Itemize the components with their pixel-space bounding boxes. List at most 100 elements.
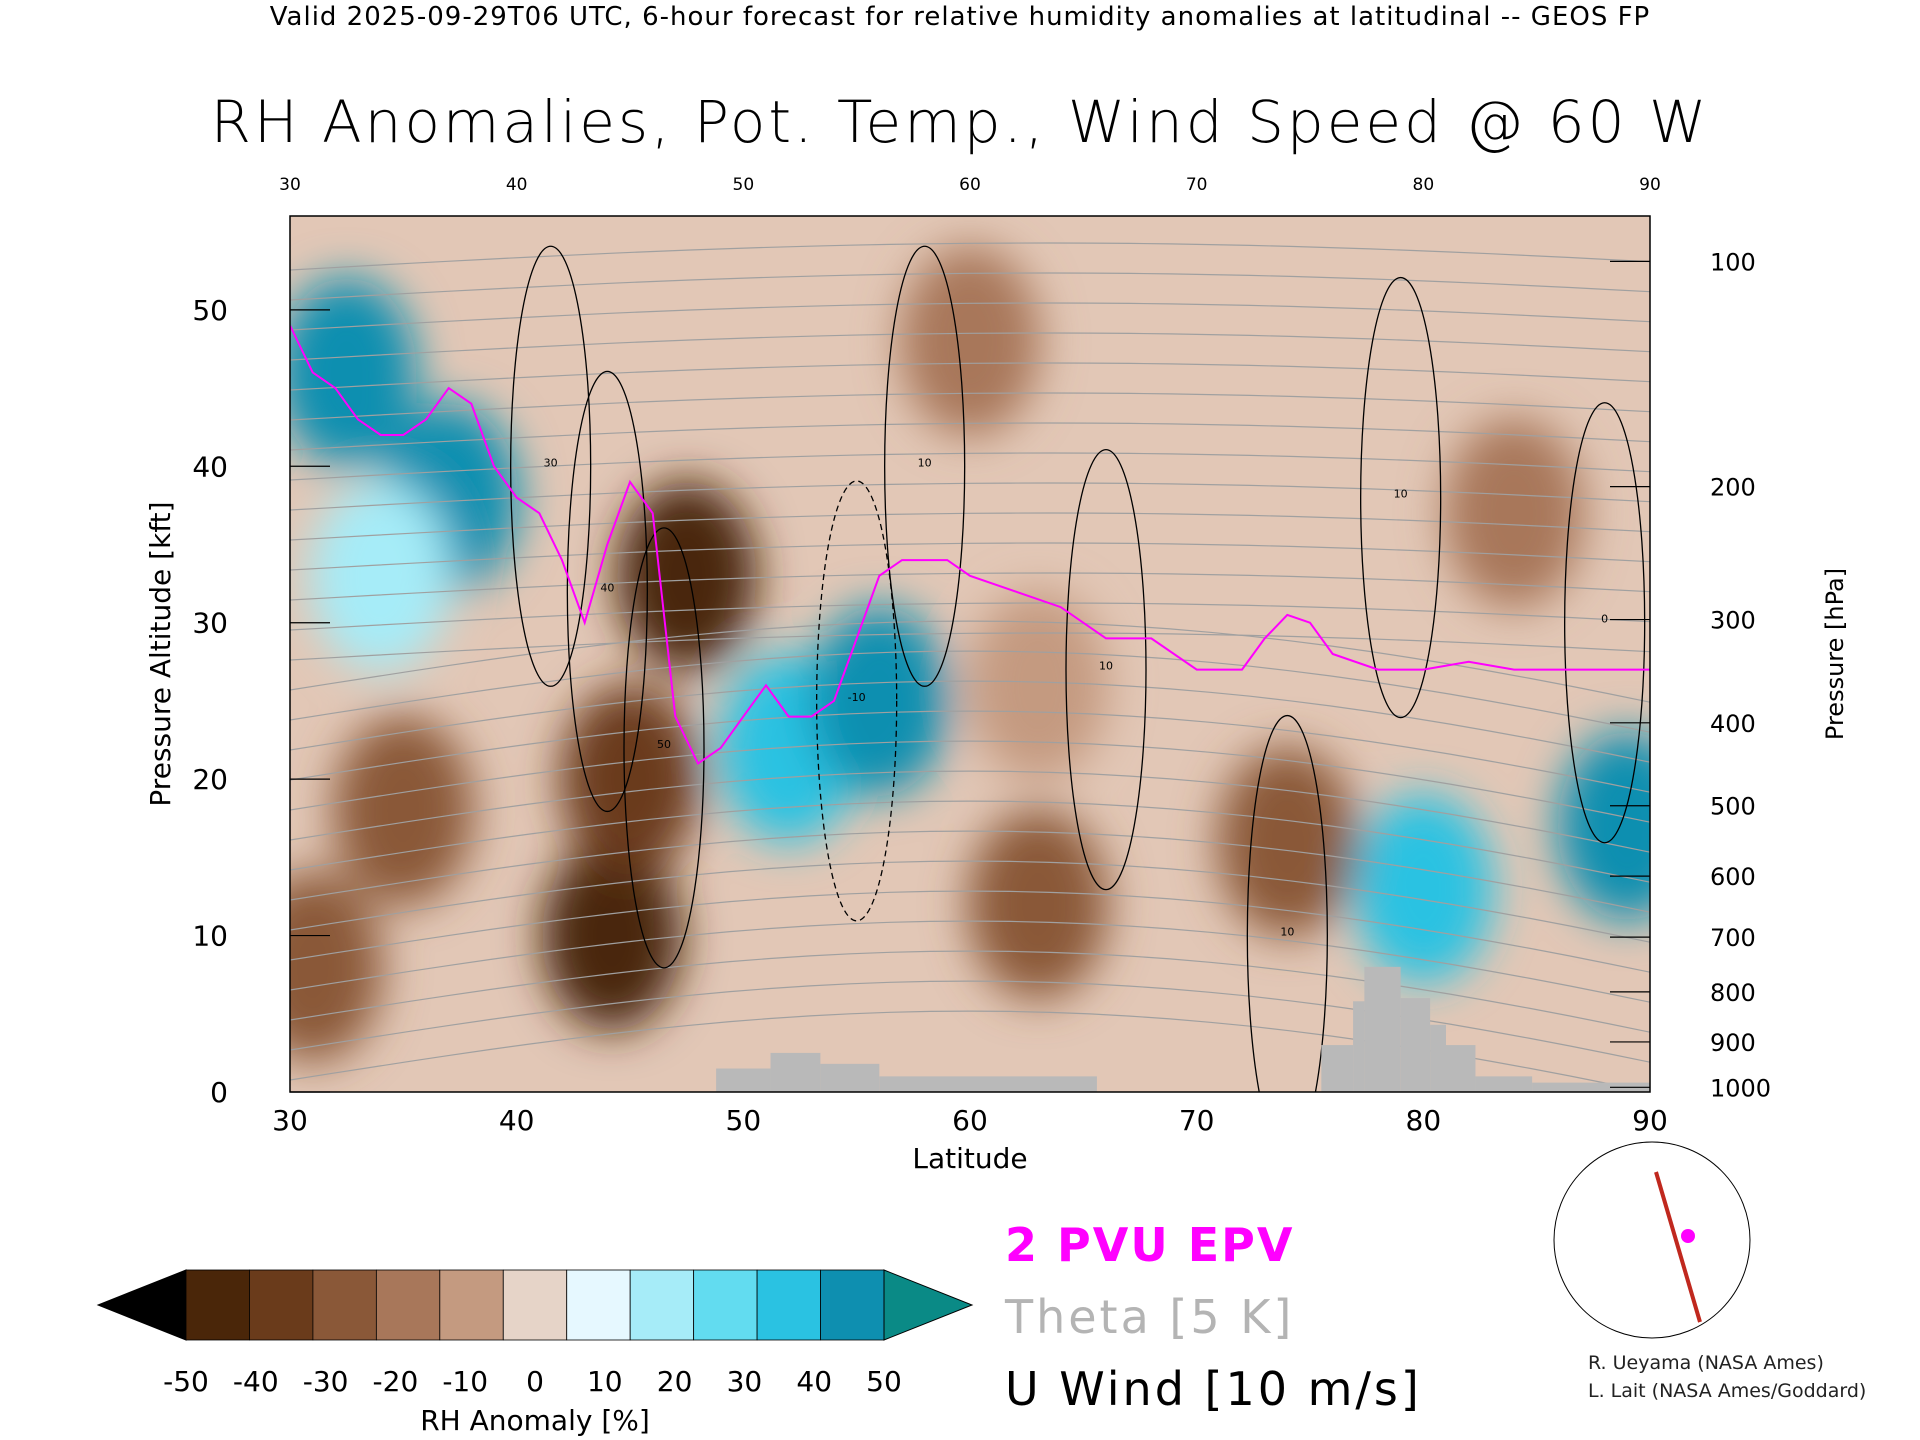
colorbar-tick-label: 40 [796,1365,832,1398]
rh-feature-9 [809,605,950,796]
x-tick-label: 50 [726,1104,762,1137]
terrain-block-7 [1400,998,1431,1092]
rh-feature-11 [968,590,1108,781]
theta-line [290,542,1650,571]
theta-line [290,680,1650,763]
colorbar-swatch-3 [375,1269,441,1341]
credit-1: R. Ueyama (NASA Ames) [1588,1352,1824,1374]
rh-feature-15 [900,246,1040,437]
theta-line [290,710,1650,793]
terrain-block-6 [1364,966,1401,1092]
u-wind-contour-4 [1065,448,1147,891]
x-top-tick-label: 90 [1639,175,1661,195]
colorbar-swatch-5 [502,1269,568,1341]
u-wind-contour-2 [623,527,705,969]
x-tick-label: 30 [272,1104,308,1137]
colorbar-tick-label: 20 [657,1365,693,1398]
terrain-block-9 [1446,1045,1476,1092]
y-tick-label: 30 [192,607,228,640]
u-wind-label-5: 10 [1394,488,1408,501]
rh-feature-16 [1444,418,1584,609]
u-wind-label-2: 50 [657,738,671,751]
x-top-tick-label: 30 [279,175,301,195]
rh-feature-7 [616,480,757,671]
rh-feature-14 [1557,731,1650,922]
y-tick-label: 0 [210,1076,228,1109]
theta-line [290,632,1650,661]
theta-line [290,242,1650,271]
u-wind-label-8: -10 [848,691,866,704]
terrain-block-2 [820,1063,880,1092]
credit-2: L. Lait (NASA Ames/Goddard) [1588,1380,1867,1402]
section-marker [1681,1229,1695,1243]
epv-2pvu-line [290,325,1650,765]
u-wind-contour-0 [510,245,592,687]
x-tick-label: 40 [499,1104,535,1137]
terrain-block-5 [1353,1001,1365,1092]
x-tick-label: 80 [1406,1104,1442,1137]
u-wind-contour-3 [884,245,966,687]
theta-line [290,890,1650,973]
y-tick-label: 10 [192,920,228,953]
y-tick-label: 20 [192,763,228,796]
theta-line [290,860,1650,943]
colorbar-swatch-7 [629,1269,695,1341]
x-top-tick-label: 60 [959,175,981,195]
pressure-tick-label: 800 [1710,979,1756,1007]
colorbar-swatch-2 [312,1269,377,1341]
pressure-tick-label: 600 [1710,863,1756,891]
legend-theta: Theta [5 K] [1005,1290,1295,1344]
pressure-tick-label: 900 [1710,1029,1756,1057]
theta-line [290,302,1650,331]
x-top-tick-label: 40 [506,175,528,195]
y-tick-label: 40 [192,450,228,483]
u-wind-contour-8 [816,480,898,922]
theta-line [290,620,1650,703]
theta-line [290,920,1650,1003]
theta-line [290,362,1650,391]
x-tick-label: 90 [1632,1104,1668,1137]
u-wind-label-0: 30 [544,456,558,469]
colorbar-tick-label: -40 [233,1365,279,1398]
u-wind-contour-7 [1564,402,1646,844]
u-wind-contour-5 [1360,276,1442,719]
terrain-block-4 [1321,1045,1354,1092]
rh-feature-3 [333,715,474,906]
u-wind-label-7: 0 [1601,613,1608,626]
colorbar-tick-label: -30 [303,1365,349,1398]
pressure-tick-label: 400 [1710,710,1756,738]
pressure-tick-label: 100 [1710,248,1756,276]
theta-line [290,800,1650,883]
x-top-tick-label: 50 [733,175,755,195]
u-wind-contour-6 [1246,714,1328,1092]
colorbar-tick-label: -10 [442,1365,488,1398]
u-wind-label-3: 10 [918,456,932,469]
pressure-tick-label: 1000 [1710,1074,1771,1102]
colorbar-tick-label: -50 [163,1365,209,1398]
legend-epv: 2 PVU EPV [1005,1218,1295,1272]
terrain-block-11 [1532,1082,1650,1092]
x-axis-label: Latitude [912,1142,1027,1175]
terrain-block-10 [1475,1076,1533,1092]
colorbar-tick-label: 0 [526,1365,544,1398]
location-map-icon [1553,1141,1751,1339]
pressure-tick-label: 300 [1710,607,1756,635]
colorbar-swatch-6 [566,1269,631,1341]
y-tick-label: 50 [192,294,228,327]
colorbar-tick-label: 10 [587,1365,623,1398]
colorbar-swatch-9 [756,1269,821,1341]
chart-title: RH Anomalies, Pot. Temp., Wind Speed @ 6… [210,88,1710,156]
u-wind-label-1: 40 [600,581,614,594]
theta-line [290,272,1650,301]
theta-line [290,392,1650,421]
x-top-tick-label: 80 [1413,175,1435,195]
theta-line [290,422,1650,451]
pressure-tick-label: 200 [1710,474,1756,502]
rh-feature-4 [290,871,383,1062]
terrain-block-1 [770,1052,821,1092]
section-line [1654,1171,1702,1323]
pressure-tick-label: 700 [1710,924,1756,952]
pressure-tick-label: 500 [1710,793,1756,821]
colorbar-swatch-0 [185,1269,250,1341]
rh-feature-2 [310,480,451,671]
